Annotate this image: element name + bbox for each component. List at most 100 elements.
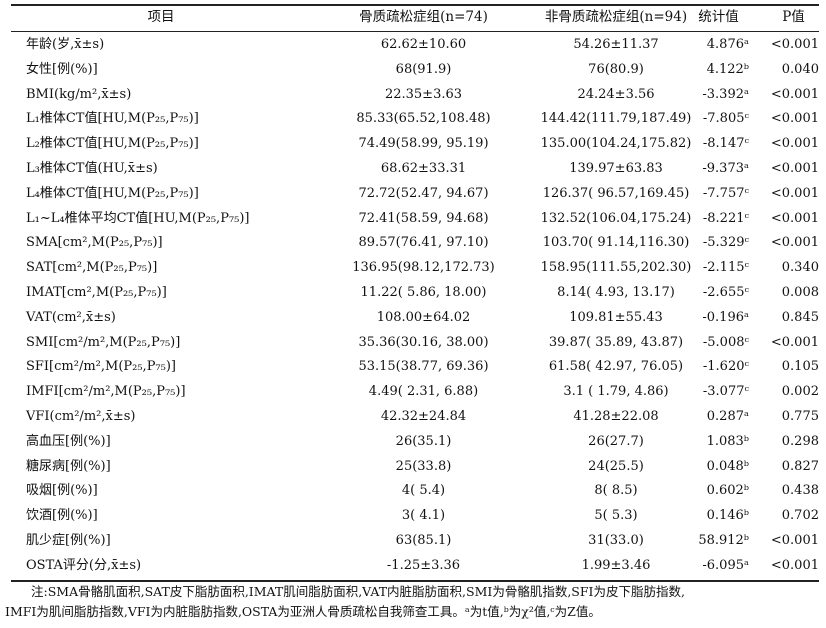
row-statistic: -7.757ᶜ [702, 185, 749, 201]
row-item: SAT[cm²,M(P₂₅,P₇₅)] [26, 260, 158, 276]
table-row: SMA[cm²,M(P₂₅,P₇₅)] 89.57(76.41, 97.10) 10… [11, 231, 819, 256]
row-statistic: -2.115ᶜ [702, 260, 749, 276]
row-p-value: 0.438 [781, 483, 819, 499]
row-item: SFI[cm²/m²,M(P₂₅,P₇₅)] [26, 359, 177, 375]
row-item: L₁椎体CT值[HU,M(P₂₅,P₇₅)] [26, 111, 199, 127]
header-p-value: P值 [782, 9, 805, 25]
row-item: 女性[例(%)] [26, 61, 98, 77]
header-osteo-group: 骨质疏松症组(n=74) [359, 9, 488, 25]
row-osteo-value: 26(35.1) [395, 433, 452, 449]
row-p-value: 0.105 [781, 359, 819, 375]
row-p-value: <0.001 [770, 185, 819, 201]
table-note: 注:SMA骨骼肌面积,SAT皮下脂肪面积,IMAT肌间脂肪面积,VAT内脏脂肪面… [5, 582, 823, 621]
row-item: IMFI[cm²/m²,M(P₂₅,P₇₅)] [26, 384, 186, 400]
row-non-osteo-value: 8( 8.5) [594, 483, 638, 499]
row-p-value: <0.001 [770, 161, 819, 176]
row-non-osteo-value: 76(80.9) [588, 61, 644, 77]
row-non-osteo-value: 1.99±3.46 [581, 557, 651, 573]
row-statistic: -8.147ᶜ [702, 136, 749, 152]
table-row: 糖尿病[例(%)] 25(33.8) 24(25.5) 0.048ᵇ 0.827 [11, 455, 819, 480]
row-non-osteo-value: 144.42(111.79,187.49) [540, 111, 692, 127]
row-p-value: <0.001 [770, 557, 819, 573]
row-statistic: 58.912ᵇ [698, 533, 749, 548]
header-item: 项目 [147, 9, 175, 25]
table-row: SMI[cm²/m²,M(P₂₅,P₇₅)] 35.36(30.16, 38.00… [11, 331, 819, 356]
table-row: L₁~L₄椎体平均CT值[HU,M(P₂₅,P₇₅)] 72.41(58.59, … [11, 207, 819, 232]
row-osteo-value: 136.95(98.12,172.73) [352, 260, 495, 276]
row-p-value: 0.702 [781, 508, 819, 524]
row-non-osteo-value: 158.95(111.55,202.30) [540, 260, 692, 276]
table-row: SFI[cm²/m²,M(P₂₅,P₇₅)] 53.15(38.77, 69.36… [11, 355, 819, 380]
row-statistic: -7.805ᶜ [702, 111, 749, 127]
row-non-osteo-value: 61.58( 42.97, 76.05) [548, 359, 684, 375]
row-p-value: 0.298 [781, 433, 819, 449]
row-p-value: 0.827 [781, 458, 819, 474]
header-statistic: 统计值 [698, 9, 739, 25]
row-p-value: <0.001 [770, 210, 819, 226]
row-non-osteo-value: 31(33.0) [588, 533, 644, 548]
row-statistic: -6.095ᵃ [702, 557, 749, 573]
row-p-value: 0.040 [781, 61, 819, 77]
row-non-osteo-value: 24(25.5) [588, 458, 644, 474]
row-item: SMI[cm²/m²,M(P₂₅,P₇₅)] [26, 334, 181, 350]
row-statistic: 0.048ᵇ [706, 458, 749, 474]
row-statistic: 1.083ᵇ [706, 433, 749, 449]
row-item: L₁~L₄椎体平均CT值[HU,M(P₂₅,P₇₅)] [26, 210, 250, 226]
table-row: L₁椎体CT值[HU,M(P₂₅,P₇₅)] 85.33(65.52,108.48… [11, 107, 819, 132]
row-non-osteo-value: 109.81±55.43 [569, 309, 663, 325]
row-osteo-value: 108.00±64.02 [376, 309, 471, 325]
row-osteo-value: 85.33(65.52,108.48) [356, 111, 491, 127]
row-item: 高血压[例(%)] [26, 433, 111, 449]
table-row: L₃椎体CT值(HU,x̄±s) 68.62±33.31 139.97±63.83 -… [11, 157, 819, 182]
row-item: L₄椎体CT值[HU,M(P₂₅,P₇₅)] [26, 185, 199, 201]
row-osteo-value: 11.22( 5.86, 18.00) [360, 285, 487, 300]
row-item: L₃椎体CT值(HU,x̄±s) [26, 161, 158, 176]
table-row: SAT[cm²,M(P₂₅,P₇₅)] 136.95(98.12,172.73) 1… [11, 256, 819, 281]
row-osteo-value: 42.32±24.84 [380, 409, 467, 424]
row-non-osteo-value: 139.97±63.83 [569, 161, 663, 176]
row-osteo-value: 68(91.9) [395, 61, 452, 77]
table-row: IMFI[cm²/m²,M(P₂₅,P₇₅)] 4.49( 2.31, 6.88)… [11, 380, 819, 405]
row-item: 糖尿病[例(%)] [26, 458, 111, 474]
table-row: 肌少症[例(%)] 63(85.1) 31(33.0) 58.912ᵇ <0.001 [11, 529, 819, 554]
row-statistic: -0.196ᵃ [702, 309, 749, 325]
row-statistic: -8.221ᶜ [702, 210, 749, 226]
row-osteo-value: 68.62±33.31 [380, 161, 467, 176]
row-osteo-value: 89.57(76.41, 97.10) [358, 235, 489, 251]
row-non-osteo-value: 39.87( 35.89, 43.87) [548, 334, 684, 350]
table-row: OSTA评分(分,x̄±s) -1.25±3.36 1.99±3.46 -6.095ᵃ… [11, 554, 819, 579]
row-p-value: <0.001 [770, 86, 819, 102]
row-item: 饮酒[例(%)] [26, 508, 98, 524]
row-statistic: -1.620ᶜ [702, 359, 749, 375]
row-non-osteo-value: 24.24±3.56 [577, 86, 655, 102]
row-statistic: 4.122ᵇ [706, 61, 749, 77]
row-statistic: -3.077ᶜ [702, 384, 749, 400]
row-p-value: 0.775 [781, 409, 819, 424]
bottom-rule [11, 580, 819, 582]
row-item: VAT(cm²,x̄±s) [26, 309, 116, 325]
table-row: VFI(cm²/m²,x̄±s) 42.32±24.84 41.28±22.08 0.… [11, 405, 819, 430]
row-non-osteo-value: 132.52(106.04,175.24) [540, 210, 692, 226]
row-item: 吸烟[例(%)] [26, 483, 98, 499]
header-rule [11, 31, 819, 32]
row-osteo-value: 35.36(30.16, 38.00) [358, 334, 489, 350]
note-line-1: 注:SMA骨骼肌面积,SAT皮下脂肪面积,IMAT肌间脂肪面积,VAT内脏脂肪面… [31, 584, 685, 599]
table-row: BMI(kg/m²,x̄±s) 22.35±3.63 24.24±3.56 -3.39… [11, 83, 819, 108]
row-item: VFI(cm²/m²,x̄±s) [26, 409, 136, 424]
row-statistic: -5.008ᶜ [702, 334, 749, 350]
row-item: 肌少症[例(%)] [26, 533, 111, 548]
row-item: BMI(kg/m²,x̄±s) [26, 86, 132, 102]
row-statistic: -3.392ᵃ [702, 86, 749, 102]
table-row: IMAT[cm²,M(P₂₅,P₇₅)] 11.22( 5.86, 18.00) 8… [11, 281, 819, 306]
table-row: 年龄(岁,x̄±s) 62.62±10.60 54.26±11.37 4.876ᵃ <0… [11, 33, 819, 58]
row-p-value: 0.002 [781, 384, 819, 400]
row-p-value: <0.001 [770, 136, 819, 152]
row-osteo-value: 74.49(58.99, 95.19) [358, 136, 489, 152]
row-statistic: 0.146ᵇ [706, 508, 749, 524]
row-osteo-value: 63(85.1) [395, 533, 452, 548]
row-p-value: <0.001 [770, 334, 819, 350]
row-p-value: 0.340 [781, 260, 819, 276]
row-p-value: 0.845 [781, 309, 819, 325]
row-p-value: <0.001 [770, 111, 819, 127]
note-line-2: IMFI为肌间脂肪指数,VFI为内脏脂肪指数,OSTA为亚洲人骨质疏松自我筛查工… [5, 603, 601, 619]
